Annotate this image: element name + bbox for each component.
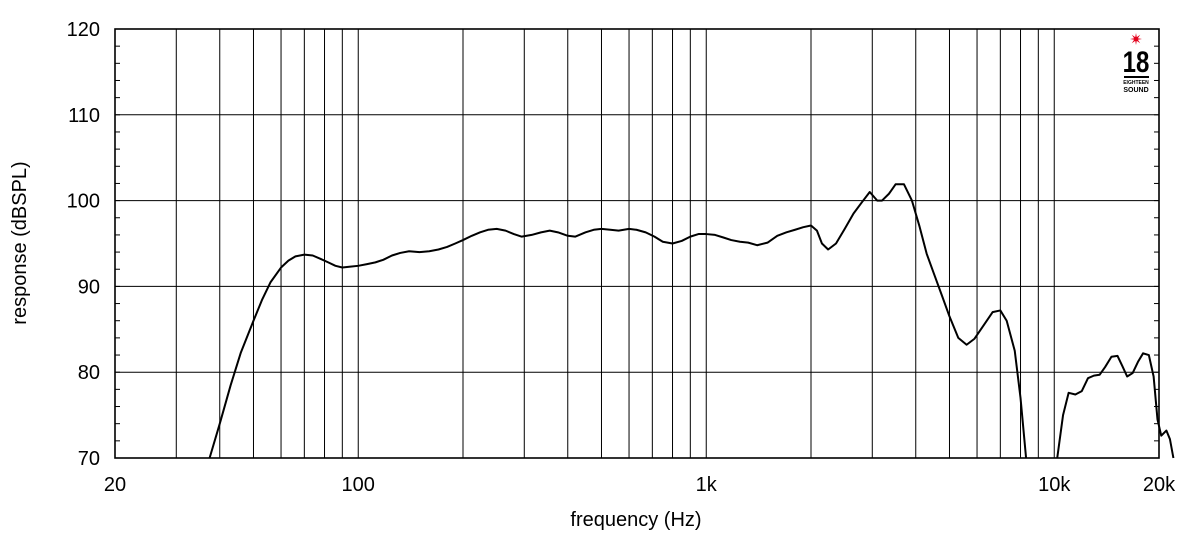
y-tick-label: 90 [78, 276, 100, 298]
grid [115, 28, 1159, 459]
logo-line1: EIGHTEEN [1123, 80, 1149, 86]
response-line-segment [208, 183, 1028, 459]
x-tick-label: 20 [104, 474, 126, 496]
x-tick-label: 1k [696, 474, 718, 496]
logo-line2: SOUND [1123, 87, 1148, 94]
x-tick-label: 10k [1038, 474, 1071, 496]
y-tick-label: 70 [78, 448, 100, 470]
plot-frame [114, 28, 1160, 459]
x-tick-labels: 20 100 1k 10k 20k [104, 474, 1176, 496]
logo-number: 18 [1123, 44, 1150, 78]
response-line-segment [1056, 352, 1175, 459]
x-axis-title: frequency (Hz) [570, 509, 701, 531]
y-tick-label: 110 [68, 105, 100, 127]
logo-divider [1124, 76, 1149, 78]
star-icon [1130, 33, 1142, 45]
y-tick-label: 100 [67, 191, 100, 213]
response-curve [208, 183, 1175, 459]
y-axis-title: response (dBSPL) [9, 161, 31, 324]
eighteen-sound-logo: 18 EIGHTEEN SOUND [1123, 33, 1150, 94]
y-tick-label: 120 [67, 19, 100, 41]
axis-ticks [115, 28, 1159, 459]
y-tick-label: 80 [78, 362, 100, 384]
y-tick-labels: 70 80 90 100 110 120 [67, 19, 100, 470]
x-tick-label: 100 [342, 474, 375, 496]
x-tick-label: 20k [1143, 474, 1176, 496]
